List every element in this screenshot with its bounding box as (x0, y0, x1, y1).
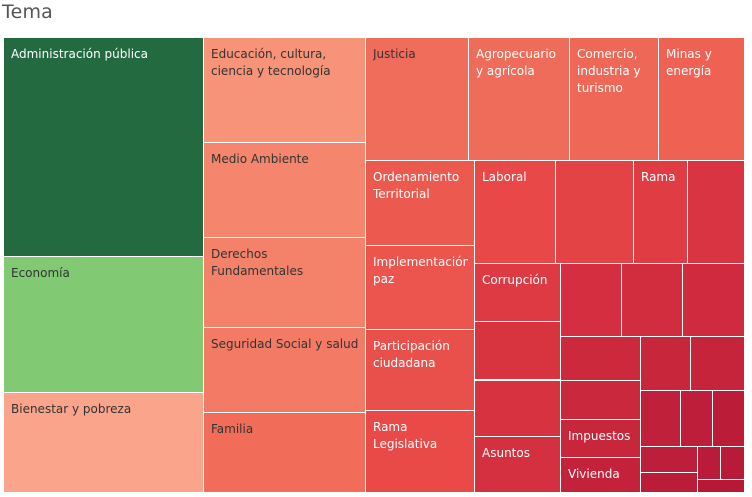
treemap-cell-comercio-industria-y-turismo[interactable]: Comercio, industria y turismo (570, 38, 659, 161)
treemap-cell-medio-ambiente[interactable]: Medio Ambiente (204, 143, 366, 238)
treemap-cell-label: Medio Ambiente (211, 152, 309, 167)
treemap-cell-rama-legislativa[interactable]: Rama Legislativa (366, 410, 475, 493)
treemap-cell-unlabeled-23[interactable] (683, 263, 745, 338)
treemap-cell-label: Laboral (482, 169, 527, 184)
treemap-cell-unlabeled-30[interactable] (561, 380, 641, 420)
treemap-cell-educacion-cultura-ciencia-y-tecnologia[interactable]: Educación, cultura, ciencia y tecnología (204, 38, 366, 144)
treemap-cell-laboral[interactable]: Laboral (475, 160, 556, 264)
treemap-cell-unlabeled-33[interactable] (641, 390, 681, 447)
treemap-cell-ordenamiento-territorial[interactable]: Ordenamiento Territorial (366, 160, 475, 246)
treemap-cell-rama[interactable]: Rama (634, 160, 688, 264)
treemap-cell-unlabeled-40[interactable] (698, 479, 745, 493)
treemap-cell-label: Asuntos (482, 445, 530, 460)
treemap-cell-label: Implementación paz (373, 254, 468, 286)
treemap-cell-label: Vivienda (568, 466, 620, 481)
treemap-cell-label: Minas y energía (666, 47, 712, 78)
treemap-cell-label: Bienestar y pobreza (11, 401, 132, 416)
treemap-cell-label: Participación ciudadana (373, 339, 450, 371)
treemap-cell-unlabeled-27[interactable] (561, 337, 641, 381)
treemap-cell-unlabeled-25[interactable] (475, 380, 561, 437)
treemap-cell-economia[interactable]: Economía (4, 256, 204, 393)
treemap-cell-label: Seguridad Social y salud (211, 337, 359, 352)
treemap-cell-asuntos[interactable]: Asuntos (475, 436, 561, 493)
treemap-cell-unlabeled-21[interactable] (561, 263, 622, 338)
treemap-cell-agropecuario-y-agricola[interactable]: Agropecuario y agrícola (469, 38, 570, 161)
treemap-cell-minas-y-energia[interactable]: Minas y energía (659, 38, 745, 161)
treemap-cell-label: Ordenamiento Territorial (373, 169, 460, 201)
treemap-cell-justicia[interactable]: Justicia (366, 38, 469, 161)
treemap-cell-label: Rama (641, 169, 676, 184)
treemap-cell-bienestar-y-pobreza[interactable]: Bienestar y pobreza (4, 392, 204, 493)
treemap-cell-unlabeled-39[interactable] (641, 472, 698, 493)
treemap-cell-label: Rama Legislativa (373, 419, 438, 451)
treemap-cell-unlabeled-34[interactable] (681, 390, 713, 447)
treemap-cell-label: Justicia (373, 47, 416, 61)
treemap-cell-vivienda[interactable]: Vivienda (561, 457, 641, 493)
chart-title: Tema (2, 1, 54, 23)
treemap-cell-familia[interactable]: Familia (204, 412, 366, 493)
treemap-cell-unlabeled-24[interactable] (475, 322, 561, 381)
treemap-cell-label: Familia (211, 421, 254, 436)
treemap-cell-implementacion-paz[interactable]: Implementación paz (366, 245, 475, 331)
treemap-cell-label: Administración pública (11, 47, 148, 61)
treemap-cell-unlabeled-36[interactable] (641, 446, 698, 473)
treemap-cell-derechos-fundamentales[interactable]: Derechos Fundamentales (204, 237, 366, 329)
treemap-cell-label: Corrupción (482, 272, 548, 287)
treemap-cell-label: Economía (11, 265, 70, 280)
treemap-cell-unlabeled-28[interactable] (641, 337, 691, 391)
treemap-cell-label: Educación, cultura, ciencia y tecnología (211, 47, 331, 78)
treemap-cell-label: Agropecuario y agrícola (476, 47, 557, 78)
treemap-cell-participacion-ciudadana[interactable]: Participación ciudadana (366, 330, 475, 411)
treemap-cell-label: Comercio, industria y turismo (577, 47, 641, 95)
treemap-cell-label: Impuestos (568, 428, 631, 443)
treemap-cell-unlabeled-29[interactable] (691, 337, 745, 391)
treemap-cell-corrupcion[interactable]: Corrupción (475, 263, 561, 323)
treemap-cell-unlabeled-22[interactable] (622, 263, 683, 338)
treemap-cell-unlabeled-17[interactable] (556, 160, 634, 264)
treemap-cell-unlabeled-37[interactable] (698, 446, 721, 480)
treemap-cell-unlabeled-19[interactable] (688, 160, 745, 264)
treemap-cell-unlabeled-35[interactable] (713, 390, 745, 447)
treemap-cell-seguridad-social-y-salud[interactable]: Seguridad Social y salud (204, 328, 366, 413)
treemap-cell-label: Derechos Fundamentales (211, 246, 304, 278)
treemap-cell-unlabeled-38[interactable] (721, 446, 745, 480)
treemap-cell-impuestos[interactable]: Impuestos (561, 419, 641, 458)
treemap-cell-administracion-publica[interactable]: Administración pública (4, 38, 204, 257)
